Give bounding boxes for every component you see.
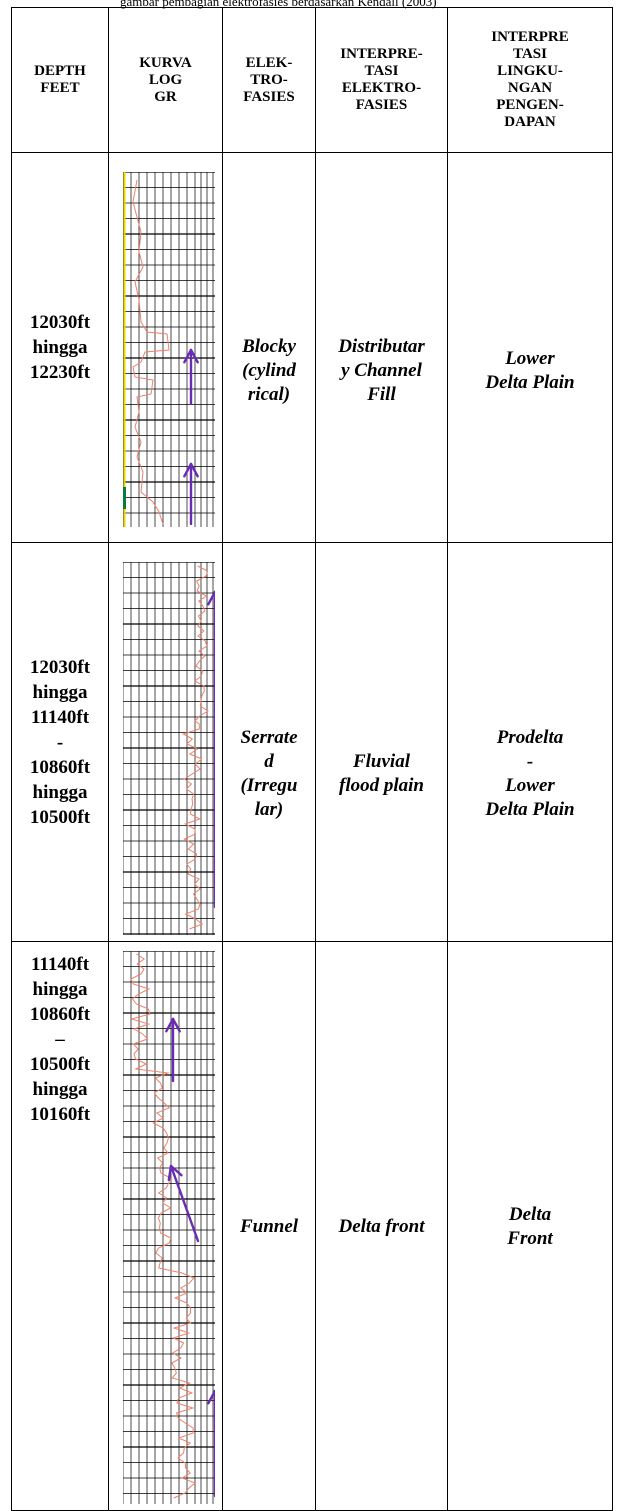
environment-cell: Prodelta - Lower Delta Plain <box>447 542 613 942</box>
depth-cell: 12030ft hingga 12230ft <box>11 152 109 543</box>
electrofacies-cell: Funnel <box>222 941 316 1511</box>
gr-log-cell <box>108 152 223 543</box>
gr-curve <box>132 179 170 524</box>
gr-curve <box>129 953 197 1498</box>
gr-log-track <box>123 561 215 935</box>
trend-arrow-icon <box>207 590 215 908</box>
trend-arrow-icon <box>165 1017 181 1082</box>
header-interpretation: INTERPRE- TASI ELEKTRO- FASIES <box>315 7 448 153</box>
log-grid <box>123 171 215 527</box>
header-depth: DEPTH FEET <box>11 7 109 153</box>
interpretation-cell: Delta front <box>315 941 448 1511</box>
depth-cell: 12030ft hingga 11140ft - 10860ft hingga … <box>11 542 109 942</box>
gr-log-cell <box>108 941 223 1511</box>
gr-log-cell <box>108 542 223 942</box>
depth-cell: 11140ft hingga 10860ft – 10500ft hingga … <box>11 941 109 1511</box>
electrofacies-cell: Serrate d (Irregu lar) <box>222 542 316 942</box>
trend-arrow-icon <box>183 348 199 405</box>
interpretation-cell: Fluvial flood plain <box>315 542 448 942</box>
caption-text: gambar pembagian elektrofasies berdasark… <box>120 0 437 9</box>
table-row: 12030ft hingga 11140ft - 10860ft hingga … <box>11 542 613 942</box>
header-log: KURVA LOG GR <box>108 7 223 153</box>
interpretation-cell: Distributar y Channel Fill <box>315 152 448 543</box>
gr-curve <box>181 565 209 929</box>
header-row: DEPTH FEET KURVA LOG GR ELEK- TRO- FASIE… <box>11 7 613 153</box>
gr-log-track <box>123 950 215 1504</box>
trend-arrow-icon <box>183 462 199 525</box>
electrofacies-cell: Blocky (cylind rical) <box>222 152 316 543</box>
environment-cell: Delta Front <box>447 941 613 1511</box>
figure-caption: gambar pembagian elektrofasies berdasark… <box>0 0 620 12</box>
log-grid <box>123 950 215 1504</box>
table-row: 12030ft hingga 12230ft Blocky (cylind ri… <box>11 152 613 543</box>
trend-arrow-icon <box>207 1389 215 1497</box>
trend-arrow-icon <box>167 1164 200 1242</box>
electrofacies-table: DEPTH FEET KURVA LOG GR ELEK- TRO- FASIE… <box>11 7 613 1511</box>
header-environment: INTERPRE TASI LINGKU- NGAN PENGEN- DAPAN <box>447 7 613 153</box>
header-electrofacies: ELEK- TRO- FASIES <box>222 7 316 153</box>
gr-log-track <box>123 171 215 527</box>
log-grid <box>123 561 215 935</box>
environment-cell: Lower Delta Plain <box>447 152 613 543</box>
table-row: 11140ft hingga 10860ft – 10500ft hingga … <box>11 941 613 1511</box>
